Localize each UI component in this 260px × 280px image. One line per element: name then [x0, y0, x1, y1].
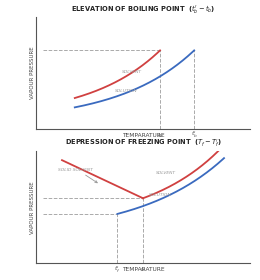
Text: $t_b$: $t_b$ — [157, 131, 164, 139]
Title: ELEVATION OF BOILING POINT  ($t_b^{\prime} - t_b$): ELEVATION OF BOILING POINT ($t_b^{\prime… — [71, 3, 215, 15]
Y-axis label: VAPOUR PRESSURE: VAPOUR PRESSURE — [30, 46, 35, 99]
Text: SOLVENT: SOLVENT — [122, 70, 142, 74]
X-axis label: TEMPARATURE: TEMPARATURE — [122, 267, 164, 272]
Title: DEPRESSION OF FREEZING POINT  ($T_f - T_f^{\prime}$): DEPRESSION OF FREEZING POINT ($T_f - T_f… — [64, 138, 222, 150]
X-axis label: TEMPARATURE: TEMPARATURE — [122, 133, 164, 138]
Text: SOLVENT: SOLVENT — [156, 171, 176, 175]
Y-axis label: VAPOUR PRESSURE: VAPOUR PRESSURE — [30, 181, 35, 234]
Text: SOLUTION: SOLUTION — [150, 193, 172, 197]
Text: $t_f$: $t_f$ — [140, 265, 146, 274]
Text: SOLUTION: SOLUTION — [115, 89, 138, 93]
Text: $t_b^{\prime}$: $t_b^{\prime}$ — [191, 130, 198, 140]
Text: SOLID SOLVENT: SOLID SOLVENT — [58, 168, 93, 172]
Text: $t_f^{\prime}$: $t_f^{\prime}$ — [114, 264, 121, 274]
